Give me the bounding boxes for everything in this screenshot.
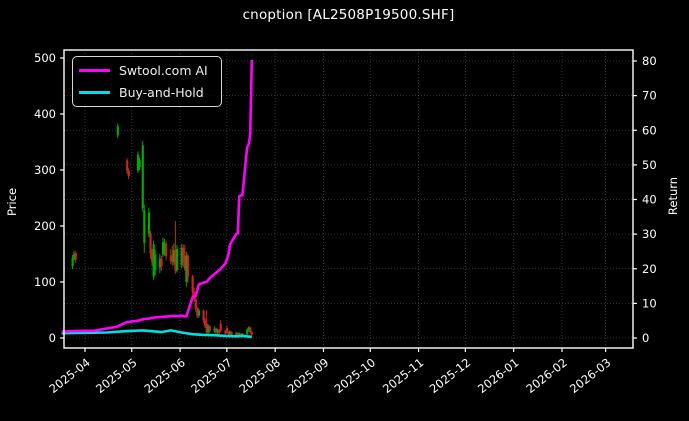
svg-text:70: 70 bbox=[642, 89, 657, 103]
svg-text:40: 40 bbox=[642, 193, 657, 207]
svg-text:200: 200 bbox=[34, 219, 56, 233]
ai-series-swatch bbox=[79, 68, 110, 73]
svg-text:2025-07: 2025-07 bbox=[188, 355, 234, 396]
svg-text:60: 60 bbox=[642, 123, 657, 137]
bh-series-swatch bbox=[79, 90, 110, 95]
svg-text:50: 50 bbox=[642, 158, 657, 172]
svg-text:2025-06: 2025-06 bbox=[141, 355, 187, 396]
svg-text:100: 100 bbox=[34, 275, 56, 289]
svg-text:80: 80 bbox=[642, 54, 657, 68]
svg-text:0: 0 bbox=[642, 331, 649, 345]
svg-text:2026-03: 2026-03 bbox=[567, 355, 613, 396]
svg-text:2025-11: 2025-11 bbox=[380, 355, 426, 396]
price-axis-label: Price bbox=[5, 188, 19, 216]
svg-text:2025-08: 2025-08 bbox=[237, 355, 283, 396]
ai-series-label: Swtool.com AI bbox=[119, 63, 208, 78]
svg-text:2025-12: 2025-12 bbox=[427, 355, 473, 396]
svg-text:30: 30 bbox=[642, 227, 657, 241]
svg-text:2025-04: 2025-04 bbox=[46, 355, 92, 396]
svg-text:2025-05: 2025-05 bbox=[93, 355, 139, 396]
svg-text:500: 500 bbox=[34, 51, 56, 65]
return-axis-label: Return bbox=[666, 177, 680, 215]
legend: Swtool.com AI Buy-and-Hold bbox=[72, 56, 222, 107]
svg-text:2025-10: 2025-10 bbox=[332, 355, 378, 396]
svg-text:2026-01: 2026-01 bbox=[475, 355, 521, 396]
bh-series-label: Buy-and-Hold bbox=[119, 85, 204, 100]
svg-text:400: 400 bbox=[34, 107, 56, 121]
svg-text:20: 20 bbox=[642, 262, 657, 276]
svg-text:2026-02: 2026-02 bbox=[523, 355, 569, 396]
svg-text:0: 0 bbox=[49, 331, 56, 345]
legend-item-ai: Swtool.com AI bbox=[79, 63, 211, 78]
legend-item-bh: Buy-and-Hold bbox=[79, 85, 211, 100]
svg-text:10: 10 bbox=[642, 296, 657, 310]
svg-text:300: 300 bbox=[34, 163, 56, 177]
chart-title: cnoption [AL2508P19500.SHF] bbox=[242, 7, 455, 23]
svg-text:2025-09: 2025-09 bbox=[285, 355, 331, 396]
